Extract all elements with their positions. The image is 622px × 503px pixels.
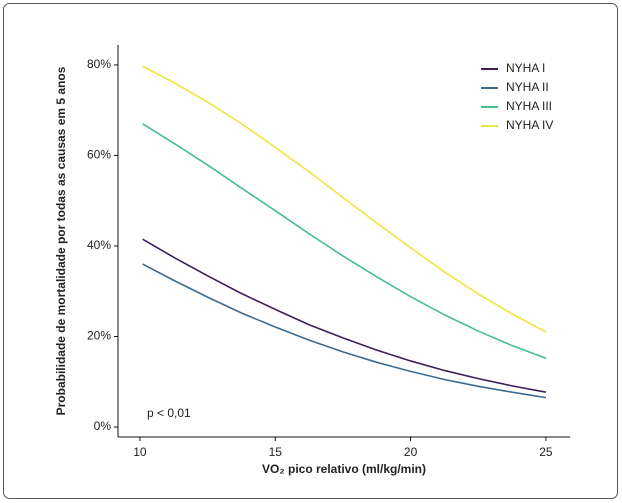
y-tick-label: 80% [87,57,111,71]
line-series [142,238,547,393]
legend-label: NYHA II [506,80,549,94]
annotation: p < 0,01 [147,406,191,420]
x-axis-label: VO₂ pico relativo (ml/kg/min) [262,462,426,476]
y-tick-label: 0% [94,419,112,433]
y-tick-label: 40% [87,238,111,252]
y-axis-label: Probabilidade de mortalidade por todas a… [54,66,68,415]
line-series [142,263,547,399]
y-tick-label: 20% [87,329,111,343]
legend-label: NYHA IV [506,118,553,132]
line-series [142,65,547,333]
frame [3,3,618,499]
line-series [142,123,547,359]
legend-label: NYHA I [506,61,545,75]
x-tick-label: 15 [269,445,283,459]
x-tick-label: 10 [133,445,147,459]
legend-label: NYHA III [506,99,552,113]
x-tick-label: 20 [404,445,418,459]
x-tick-label: 25 [539,445,553,459]
y-tick-label: 60% [87,148,111,162]
